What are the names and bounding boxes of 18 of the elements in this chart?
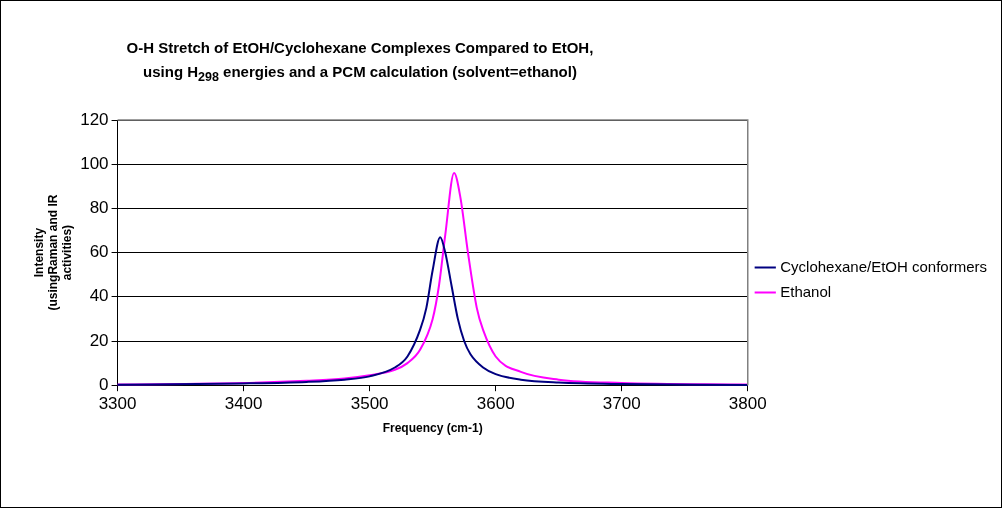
- x-tick-label: 3700: [602, 394, 641, 414]
- x-tick-label: 3500: [350, 394, 389, 414]
- chart-title: O-H Stretch of EtOH/Cyclohexane Complexes Compared to EtOH, using H$_{298}$ energies and a PCM calculation (solvent=ethanol): [125, 38, 595, 86]
- legend-label: Ethanol: [780, 282, 832, 300]
- x-tick-label: 3300: [98, 394, 137, 414]
- y-tick-label: 80: [89, 198, 109, 218]
- x-axis-title: Frequency (cm-1): [382, 421, 483, 436]
- y-tick-label: 40: [89, 286, 109, 306]
- y-tick-label: 60: [89, 242, 109, 262]
- y-axis-title: Intensity (usingRaman and IR activities): [31, 194, 75, 311]
- x-tick-label: 3600: [476, 394, 515, 414]
- y-tick-label: 20: [89, 330, 109, 350]
- x-tick-label: 3800: [728, 394, 767, 414]
- y-tick-label: 120: [80, 109, 109, 129]
- legend-label: Cyclohexane/EtOH conformers: [780, 257, 987, 275]
- y-tick-label: 100: [80, 153, 109, 173]
- y-tick-label: 0: [99, 374, 109, 394]
- x-tick-label: 3400: [224, 394, 263, 414]
